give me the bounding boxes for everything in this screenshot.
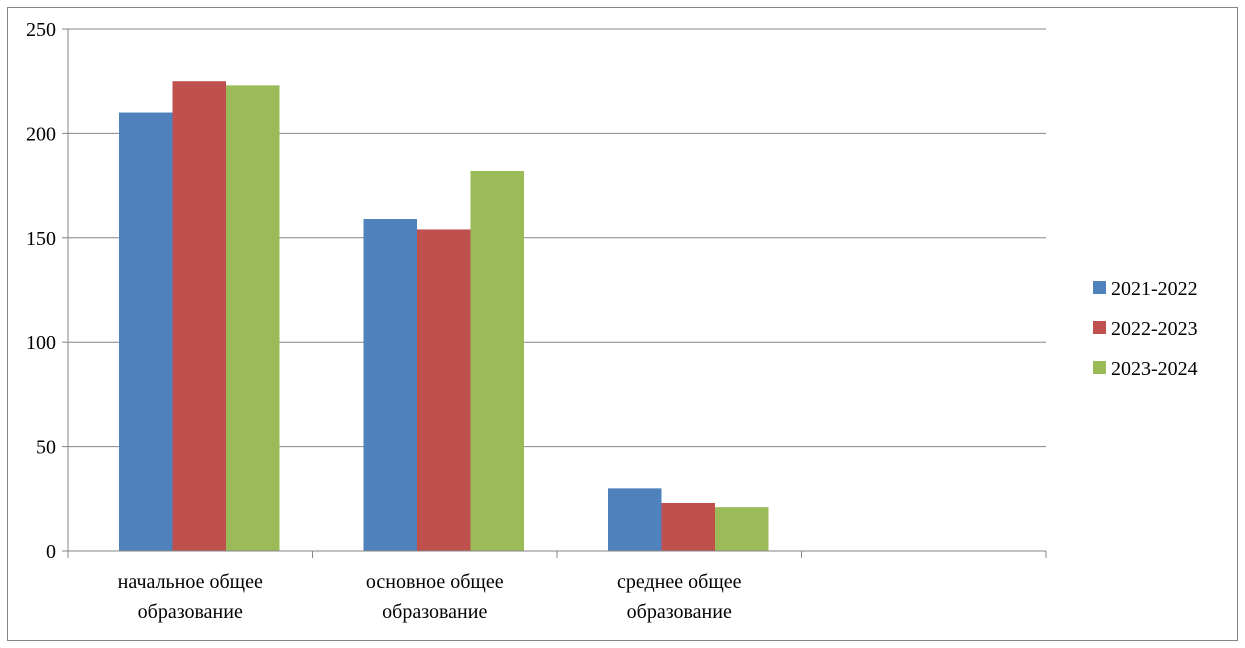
bar <box>661 502 715 551</box>
axes <box>62 28 1047 558</box>
bars <box>119 81 769 552</box>
x-tick-label: начальное общее <box>118 571 263 593</box>
y-tick-label: 0 <box>46 541 56 563</box>
legend-swatch <box>1093 321 1106 334</box>
y-tick-label: 50 <box>36 437 56 459</box>
y-tick-label: 100 <box>26 332 56 354</box>
legend-label: 2022-2023 <box>1111 318 1198 340</box>
legend-label: 2023-2024 <box>1111 358 1198 380</box>
bar <box>226 85 280 551</box>
x-axis-ticks: начальное общее образование основное общее… <box>118 571 742 623</box>
x-tick-label: образование <box>138 601 243 623</box>
bar <box>363 219 417 551</box>
bar <box>608 488 662 551</box>
bar <box>172 81 226 551</box>
y-tick-label: 150 <box>26 228 56 250</box>
bar <box>417 229 471 551</box>
bar <box>715 507 769 551</box>
x-tick-label: образование <box>382 601 487 623</box>
bar <box>470 170 524 551</box>
y-axis-ticks: 0 50 100 150 200 250 <box>26 19 56 563</box>
x-tick-label: образование <box>627 601 732 623</box>
y-tick-label: 200 <box>26 123 56 145</box>
legend-swatch <box>1093 281 1106 294</box>
legend: 2021-2022 2022-2023 2023-2024 <box>1093 278 1198 380</box>
x-tick-label: среднее общее <box>617 571 742 593</box>
bar <box>119 112 173 552</box>
x-tick-label: основное общее <box>366 571 504 593</box>
legend-label: 2021-2022 <box>1111 278 1198 300</box>
legend-swatch <box>1093 361 1106 374</box>
y-tick-label: 250 <box>26 19 56 41</box>
